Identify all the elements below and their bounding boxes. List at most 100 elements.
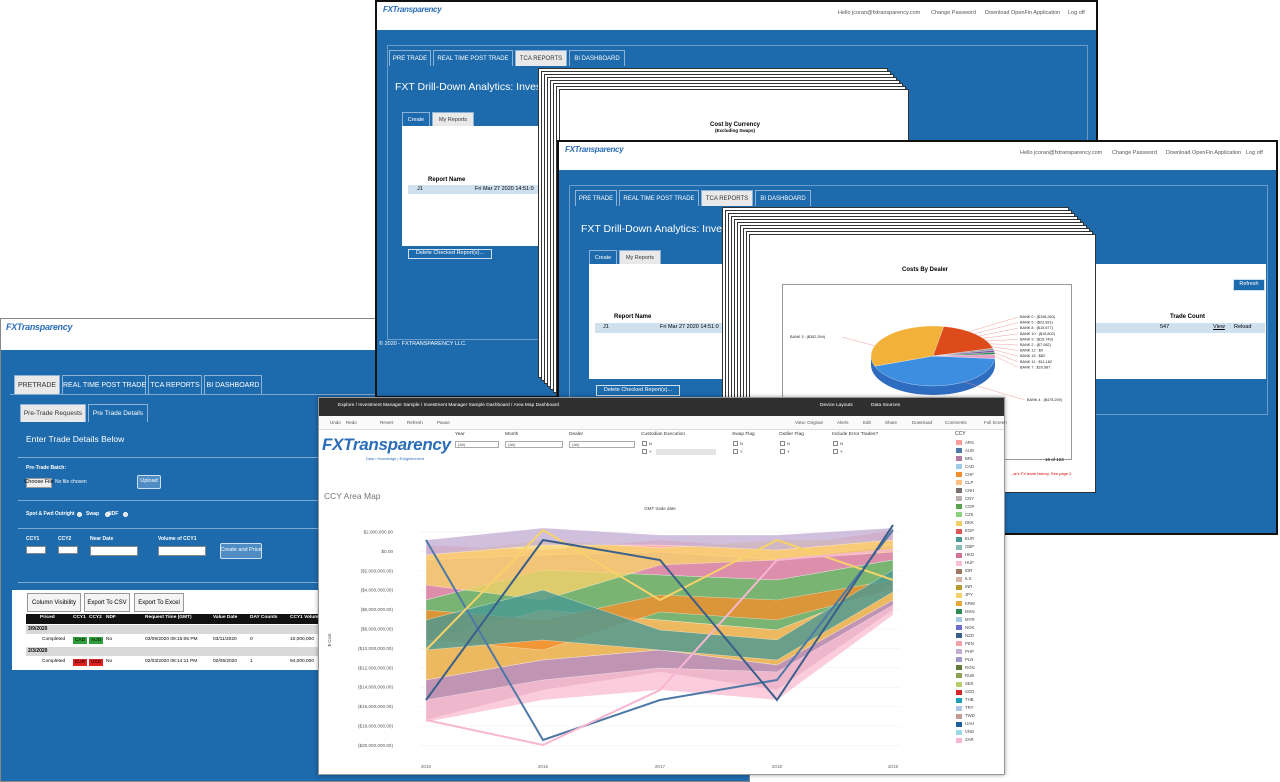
- legend-swatch[interactable]: [956, 673, 962, 679]
- legend-swatch[interactable]: [956, 617, 962, 623]
- nav-link[interactable]: Hello jcoran@fxtransparency.com: [838, 10, 921, 16]
- legend-swatch[interactable]: [956, 488, 962, 494]
- upload-button[interactable]: Upload: [137, 475, 161, 489]
- checkbox[interactable]: [833, 449, 838, 454]
- legend-swatch[interactable]: [956, 472, 962, 478]
- input[interactable]: [90, 546, 138, 556]
- legend-swatch[interactable]: [956, 456, 962, 462]
- tab[interactable]: Create: [402, 112, 430, 126]
- nav-link[interactable]: Change Password: [1112, 150, 1157, 156]
- radio[interactable]: [123, 512, 128, 517]
- tab[interactable]: Pre-Trade Requests: [20, 404, 86, 422]
- legend-swatch[interactable]: [956, 576, 962, 582]
- legend-swatch[interactable]: [956, 528, 962, 534]
- toolbar-button[interactable]: Undo: [330, 420, 341, 425]
- legend-swatch[interactable]: [956, 633, 962, 639]
- breadcrumb[interactable]: Explore / Investment Manager Sample / In…: [338, 403, 560, 408]
- legend-swatch[interactable]: [956, 609, 962, 615]
- tab[interactable]: BI DASHBOARD: [204, 375, 262, 394]
- toolbar-button[interactable]: Pause: [437, 420, 450, 425]
- toolbar-button[interactable]: Alerts: [837, 420, 849, 425]
- legend-swatch[interactable]: [956, 568, 962, 574]
- refresh-button[interactable]: Refresh: [1233, 279, 1265, 291]
- legend-swatch[interactable]: [956, 464, 962, 470]
- checkbox[interactable]: [780, 449, 785, 454]
- legend-swatch[interactable]: [956, 592, 962, 598]
- nav-link[interactable]: Change Password: [931, 10, 976, 16]
- legend-swatch[interactable]: [956, 737, 962, 743]
- legend-swatch[interactable]: [956, 496, 962, 502]
- legend-swatch[interactable]: [956, 504, 962, 510]
- legend-swatch[interactable]: [956, 560, 962, 566]
- legend-swatch[interactable]: [956, 721, 962, 727]
- legend-swatch[interactable]: [956, 520, 962, 526]
- tab[interactable]: My Reports: [619, 250, 661, 264]
- table-button[interactable]: Column Visibility: [27, 593, 81, 612]
- filter-dropdown[interactable]: (All): [569, 441, 635, 448]
- nav-link[interactable]: Log off: [1068, 10, 1085, 16]
- tab[interactable]: BI DASHBOARD: [755, 190, 811, 206]
- legend-swatch[interactable]: [956, 625, 962, 631]
- nav-link[interactable]: Download OpenFin Application: [985, 10, 1061, 16]
- legend-swatch[interactable]: [956, 536, 962, 542]
- tab[interactable]: BI DASHBOARD: [569, 50, 625, 66]
- tab[interactable]: TCA REPORTS: [701, 190, 753, 206]
- filter-dropdown[interactable]: (All): [455, 441, 499, 448]
- nav-link[interactable]: Log off: [1246, 150, 1263, 156]
- toolbar-button[interactable]: Edit: [863, 420, 871, 425]
- legend-swatch[interactable]: [956, 705, 962, 711]
- nav-link[interactable]: Download OpenFin Application: [1166, 150, 1242, 156]
- legend-swatch[interactable]: [956, 544, 962, 550]
- legend-swatch[interactable]: [956, 440, 962, 445]
- table-button[interactable]: Export To CSV: [84, 593, 130, 612]
- toolbar-button[interactable]: Share: [885, 420, 898, 425]
- nav-link[interactable]: Hello jcoran@fxtransparency.com: [1020, 150, 1103, 156]
- legend-swatch[interactable]: [956, 689, 962, 695]
- legend-swatch[interactable]: [956, 681, 962, 687]
- input[interactable]: [58, 546, 78, 554]
- toolbar-button[interactable]: View: Original: [795, 420, 823, 425]
- header-action[interactable]: Data Sources: [871, 403, 901, 408]
- input[interactable]: [26, 546, 46, 554]
- legend-swatch[interactable]: [956, 641, 962, 647]
- table-button[interactable]: Export To Excel: [134, 593, 184, 612]
- tab[interactable]: PRE TRADE: [575, 190, 617, 206]
- radio[interactable]: [77, 512, 82, 517]
- toolbar-button[interactable]: Refresh: [407, 420, 423, 425]
- legend-swatch[interactable]: [956, 697, 962, 703]
- tab[interactable]: REAL TIME POST TRADE: [433, 50, 513, 66]
- legend-swatch[interactable]: [956, 552, 962, 558]
- tab[interactable]: PRETRADE: [14, 375, 60, 394]
- checkbox[interactable]: [733, 449, 738, 454]
- tab[interactable]: TCA REPORTS: [148, 375, 202, 394]
- legend-swatch[interactable]: [956, 512, 962, 518]
- toolbar-button[interactable]: Download: [912, 420, 933, 425]
- legend-swatch[interactable]: [956, 584, 962, 590]
- header-action[interactable]: Device Layouts: [820, 403, 853, 408]
- legend-swatch[interactable]: [956, 480, 962, 486]
- toolbar-button[interactable]: Comments: [945, 420, 967, 425]
- tab[interactable]: Create: [589, 250, 617, 264]
- toolbar-button[interactable]: Full Screen: [984, 420, 1007, 425]
- radio[interactable]: [105, 512, 110, 517]
- legend-swatch[interactable]: [956, 649, 962, 655]
- cell[interactable]: View: [1213, 324, 1225, 330]
- input[interactable]: [158, 546, 206, 556]
- checkbox[interactable]: [833, 441, 838, 446]
- tab[interactable]: PRE TRADE: [389, 50, 431, 66]
- toolbar-button[interactable]: Revert: [380, 420, 394, 425]
- legend-swatch[interactable]: [956, 729, 962, 735]
- tab[interactable]: REAL TIME POST TRADE: [62, 375, 146, 394]
- delete-button[interactable]: Delete Checked Report(s)...: [596, 385, 680, 396]
- legend-swatch[interactable]: [956, 665, 962, 671]
- filter-dropdown[interactable]: (All): [505, 441, 563, 448]
- legend-swatch[interactable]: [956, 713, 962, 719]
- checkbox[interactable]: [642, 441, 647, 446]
- checkbox[interactable]: [642, 449, 647, 454]
- cell[interactable]: Reload: [1234, 324, 1252, 330]
- choose-file-button[interactable]: Choose File: [24, 478, 54, 488]
- tab[interactable]: Pre Trade Details: [88, 404, 148, 422]
- legend-swatch[interactable]: [956, 448, 962, 454]
- legend-swatch[interactable]: [956, 657, 962, 663]
- create-price-button[interactable]: Create and Price: [220, 543, 262, 559]
